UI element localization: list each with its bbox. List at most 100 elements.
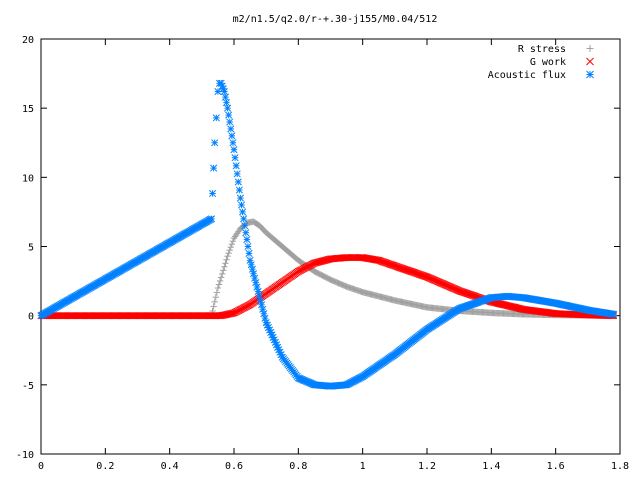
data-point	[230, 146, 238, 154]
y-tick-label: 20	[22, 35, 34, 46]
y-tick-label: 0	[28, 312, 34, 323]
data-point	[226, 118, 234, 126]
data-point	[246, 256, 254, 264]
x-tick-label: 1.8	[611, 461, 629, 472]
data-point	[228, 240, 236, 248]
y-tick-label: -5	[22, 381, 34, 392]
data-point	[225, 111, 233, 119]
data-point	[232, 162, 240, 170]
data-point	[220, 267, 227, 274]
data-point	[212, 114, 220, 122]
data-point	[235, 186, 243, 194]
data-point	[212, 294, 219, 301]
series-g-work	[37, 254, 618, 320]
x-tick-label: 0.8	[289, 461, 307, 472]
data-point	[236, 194, 244, 202]
legend-marker	[586, 57, 594, 66]
data-point	[239, 208, 247, 216]
data-point	[227, 125, 235, 133]
data-point	[222, 99, 231, 107]
data-point	[224, 252, 231, 260]
data-point	[231, 233, 239, 240]
data-point	[261, 314, 269, 322]
data-point	[259, 305, 267, 313]
data-point	[211, 298, 218, 306]
data-point	[255, 292, 263, 300]
legend-label: Acoustic flux	[488, 70, 566, 81]
data-point	[211, 139, 219, 147]
data-point	[231, 154, 239, 162]
x-tick-label: 1.6	[547, 461, 565, 472]
data-point	[209, 189, 217, 198]
y-tick-label: -10	[16, 450, 34, 461]
data-point	[249, 270, 258, 278]
data-point	[258, 301, 266, 309]
data-point	[242, 229, 250, 237]
y-tick-label: 15	[22, 104, 34, 115]
x-tick-label: 1.4	[482, 461, 500, 472]
series-acoustic-flux	[37, 79, 618, 390]
data-point	[228, 132, 236, 140]
x-tick-label: 1	[360, 461, 366, 472]
data-point	[213, 289, 221, 296]
data-point	[233, 170, 241, 178]
data-point	[216, 277, 224, 285]
data-point	[230, 235, 238, 242]
data-point	[245, 249, 253, 257]
plot-frame	[40, 38, 621, 455]
data-point	[226, 246, 233, 254]
data-point	[237, 201, 246, 209]
data-point	[214, 284, 222, 292]
data-point	[210, 303, 217, 310]
data-point	[253, 283, 261, 291]
data-point	[260, 310, 268, 318]
data-point	[223, 256, 230, 263]
data-point	[248, 265, 256, 273]
data-point	[240, 215, 248, 223]
series-layer	[37, 79, 618, 390]
legend-marker	[586, 45, 594, 52]
data-point	[229, 237, 237, 245]
legend-entry: G work	[530, 57, 594, 68]
data-point	[210, 164, 218, 172]
data-point	[247, 261, 255, 269]
data-point	[222, 260, 229, 267]
data-point	[221, 93, 229, 101]
x-tick-label: 0	[38, 461, 44, 472]
x-tick-label: 0.2	[96, 461, 114, 472]
legend-label: G work	[530, 57, 566, 68]
data-point	[243, 236, 251, 244]
data-point	[254, 287, 262, 296]
chart-title: m2/n1.5/q2.0/r-+.30-j155/M0.04/512	[233, 14, 438, 25]
data-point	[217, 274, 225, 281]
data-point	[256, 296, 264, 304]
x-tick-label: 1.2	[418, 461, 436, 472]
x-tick-label: 0.6	[225, 461, 243, 472]
y-tick-label: 5	[28, 243, 34, 254]
data-point	[232, 231, 240, 239]
legend: R stress G work Acoustic flux	[488, 44, 594, 81]
data-point	[234, 178, 242, 186]
data-point	[244, 242, 252, 251]
data-point	[224, 104, 232, 112]
data-point	[207, 215, 216, 223]
axis-ticks: 0 0.2 0.4 0.6 0.8 1 1.2 1.4 1.6 1.8 -10 -5 0 5 10 15 20	[16, 35, 629, 472]
data-point	[234, 230, 241, 237]
data-point	[235, 228, 242, 235]
data-point	[227, 243, 234, 251]
data-point	[225, 249, 232, 257]
legend-entry: Acoustic flux	[488, 70, 594, 81]
data-point	[251, 274, 259, 282]
legend-marker	[586, 70, 594, 79]
x-tick-label: 0.4	[161, 461, 179, 472]
data-point	[241, 222, 249, 230]
data-point	[221, 263, 228, 270]
data-point	[215, 281, 223, 288]
data-point	[229, 139, 237, 147]
data-point	[219, 270, 226, 278]
legend-entry: R stress	[518, 44, 594, 55]
data-point	[252, 279, 260, 287]
data-point	[220, 88, 228, 96]
legend-label: R stress	[518, 44, 566, 55]
